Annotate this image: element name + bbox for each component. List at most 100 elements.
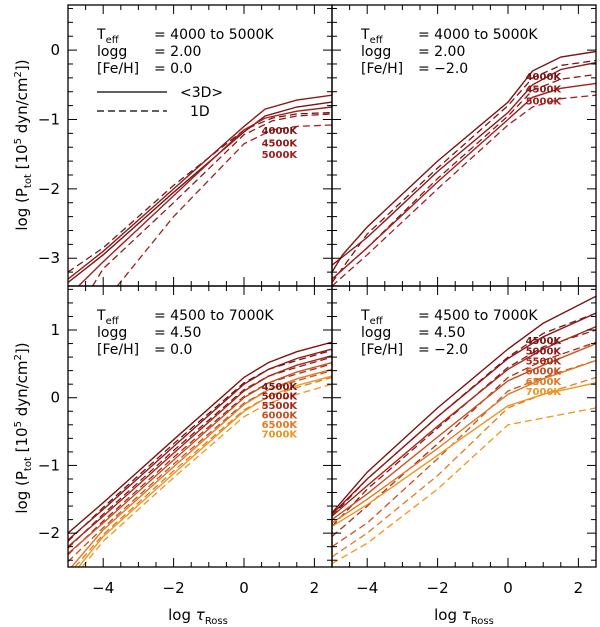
series-label-4500K: 4500K — [526, 84, 563, 95]
feh-label: [Fe/H] — [97, 61, 139, 77]
series-label-4500K: 4500K — [262, 382, 299, 393]
teff-value: = 4500 to 7000K — [418, 308, 538, 324]
series-label-6000K: 6000K — [526, 367, 563, 378]
teff-value: = 4000 to 5000K — [154, 27, 274, 43]
series-line-3d-5000K — [332, 312, 596, 515]
logg-label: logg — [97, 44, 127, 60]
logg-label: logg — [97, 325, 127, 341]
feh-value: = −2.0 — [418, 61, 468, 77]
series-line-3d-5000K — [68, 348, 332, 541]
series-line-3d-4500K — [332, 295, 596, 514]
series-line-1d-7000K — [81, 383, 332, 567]
logg-label: logg — [361, 325, 391, 341]
x-tick-label: 0 — [239, 579, 249, 597]
x-tick-label: 0 — [503, 579, 513, 597]
y-axis-label-bottom: log (Ptot [105 dyn/cm2]) — [13, 342, 34, 513]
series-label-5500K: 5500K — [262, 401, 299, 412]
y-tick-label: −3 — [38, 249, 60, 267]
logg-label: logg — [361, 44, 391, 60]
series-label-5500K: 5500K — [526, 356, 563, 367]
series-label-6500K: 6500K — [526, 377, 563, 388]
legend-solid-label: <3D> — [180, 85, 223, 101]
feh-label: [Fe/H] — [361, 342, 403, 358]
series-label-5000K: 5000K — [526, 346, 563, 357]
series-line-1d-5500K — [68, 363, 332, 556]
logg-value: = 4.50 — [418, 325, 465, 341]
feh-label: [Fe/H] — [97, 342, 139, 358]
series-line-3d-4500K — [68, 94, 332, 280]
series-line-1d-7000K — [332, 407, 596, 565]
series-line-1d-6000K — [332, 359, 596, 548]
series-line-1d-4500K — [68, 349, 332, 542]
series-line-3d-4000K — [68, 101, 332, 284]
series-line-3d-7000K — [332, 382, 596, 527]
series-line-1d-6500K — [74, 376, 332, 567]
logg-value: = 2.00 — [154, 44, 201, 60]
x-axis-label-right: log τRoss — [434, 606, 494, 627]
series-label-6000K: 6000K — [262, 411, 299, 422]
x-tick-label: −2 — [163, 579, 185, 597]
series-line-3d-5000K — [78, 106, 332, 286]
x-tick-label: −4 — [92, 579, 114, 597]
y-tick-label: 0 — [50, 389, 60, 407]
series-label-7000K: 7000K — [262, 430, 299, 441]
teff-value: = 4500 to 7000K — [154, 308, 274, 324]
x-tick-label: 2 — [574, 579, 584, 597]
logg-value: = 2.00 — [418, 44, 465, 60]
series-line-1d-5000K — [332, 94, 596, 286]
teff-label: Teff — [360, 308, 384, 327]
series-line-3d-7000K — [78, 375, 332, 567]
y-tick-label: −2 — [38, 180, 60, 198]
series-line-1d-5500K — [332, 341, 596, 537]
series-label-4500K: 4500K — [526, 336, 563, 347]
series-label-4000K: 4000K — [262, 126, 299, 137]
y-tick-label: −1 — [38, 456, 60, 474]
panel-bottom-right: −4 −2 0 2 Teff = 4500 to 7000K logg = 4.50 [Fe/H… — [331, 285, 597, 597]
y-tick-label: −1 — [38, 110, 60, 128]
teff-label: Teff — [96, 308, 120, 327]
series-line-1d-5000K — [68, 356, 332, 549]
plot-frame — [331, 285, 597, 568]
series-label-7000K: 7000K — [526, 387, 563, 398]
series-line-1d-6000K — [68, 369, 332, 563]
series-label-4000K: 4000K — [526, 72, 563, 83]
series-line-3d-4000K — [332, 50, 596, 273]
y-axis-label-top: log (Ptot [105 dyn/cm2]) — [13, 59, 34, 230]
series-label-5000K: 5000K — [262, 150, 299, 161]
feh-label: [Fe/H] — [361, 61, 403, 77]
series-label-5000K: 5000K — [262, 392, 299, 403]
svg-text:log (Ptot [105 dyn/cm2]): log (Ptot [105 dyn/cm2]) — [13, 59, 34, 230]
series-line-3d-6000K — [68, 361, 332, 555]
feh-value: = 0.0 — [154, 61, 192, 77]
series-line-3d-4500K — [332, 61, 596, 266]
legend: <3D> 1D — [97, 85, 223, 120]
series-line-1d-4500K — [92, 113, 332, 286]
series-line-3d-5000K — [332, 82, 596, 280]
series-line-1d-6500K — [332, 376, 596, 558]
series-label-4500K: 4500K — [262, 138, 299, 149]
y-tick-label: 1 — [50, 321, 60, 339]
legend-dashed-label: 1D — [190, 104, 210, 120]
y-tick-label: 0 — [50, 41, 60, 59]
series-line-3d-5500K — [68, 355, 332, 548]
series-line-3d-4500K — [68, 341, 332, 534]
svg-text:log (Ptot [105 dyn/cm2]): log (Ptot [105 dyn/cm2]) — [13, 342, 34, 513]
x-tick-label: 2 — [310, 579, 320, 597]
y-tick-label: −2 — [38, 524, 60, 542]
series-label-5000K: 5000K — [526, 97, 563, 108]
panel-bottom-left: −4 −2 0 2 −2 −1 0 1 Teff = 4500 to 7000K logg = 4.5… — [38, 285, 333, 597]
x-tick-label: −4 — [356, 579, 378, 597]
feh-value: = −2.0 — [418, 342, 468, 358]
series-line-3d-5500K — [332, 325, 596, 517]
series-line-3d-6500K — [332, 359, 596, 524]
series-line-1d-4000K — [332, 59, 596, 283]
x-axis-label-left: log τRoss — [168, 606, 228, 627]
series-label-6500K: 6500K — [262, 420, 299, 431]
teff-label: Teff — [360, 27, 384, 46]
panel-top-left: −3 −2 −1 0 Teff = 4000 to 5000K logg = 2.00 [Fe/… — [38, 4, 333, 287]
logg-value: = 4.50 — [154, 325, 201, 341]
series-line-3d-6500K — [70, 368, 332, 567]
x-tick-label: −2 — [427, 579, 449, 597]
teff-label: Teff — [96, 27, 120, 46]
